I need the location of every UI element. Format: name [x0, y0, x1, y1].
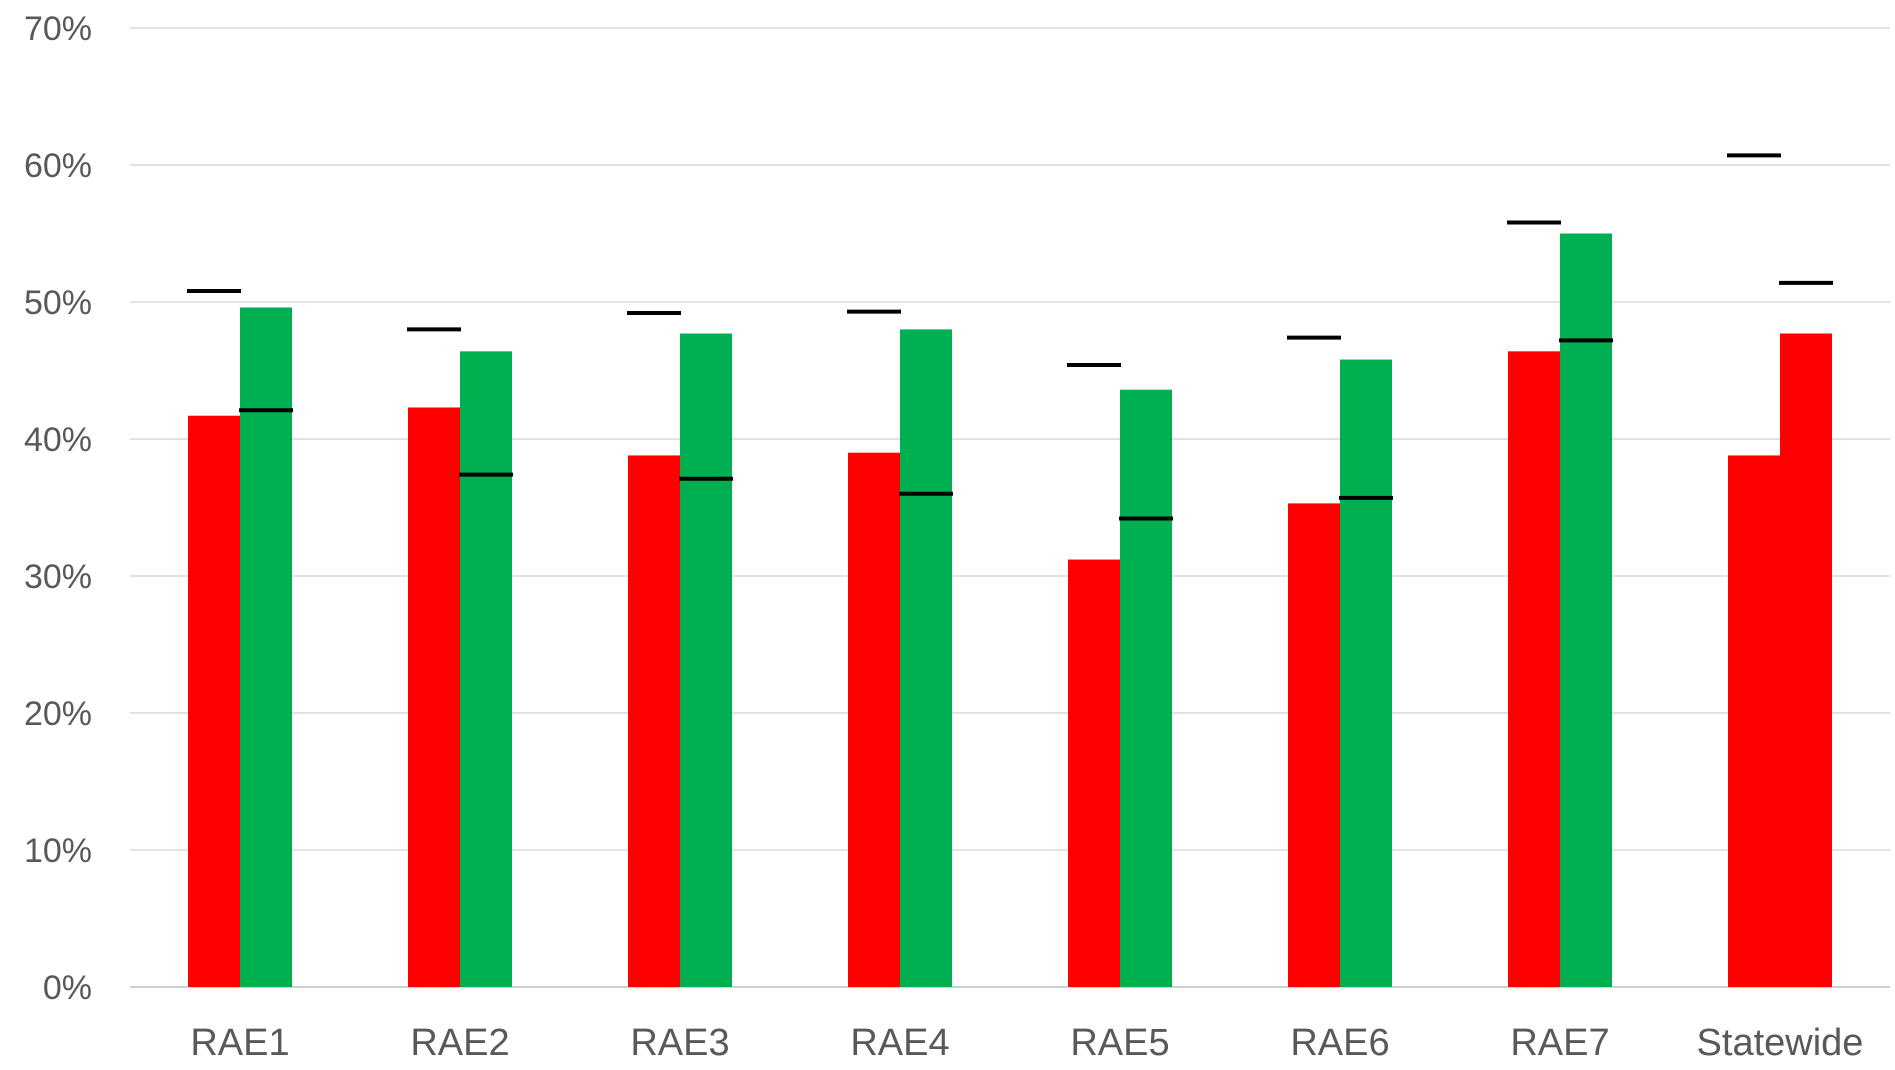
bar-series-2: [1560, 233, 1612, 987]
y-tick-label: 0%: [43, 969, 92, 1007]
bar-series-1: [628, 455, 680, 987]
x-category-label: RAE3: [630, 1022, 729, 1064]
y-tick-label: 20%: [24, 695, 92, 733]
bar-series-1: [1288, 503, 1340, 987]
bar-series-2: [680, 333, 732, 987]
bar-series-1: [1728, 455, 1780, 987]
x-category-label: RAE6: [1290, 1022, 1389, 1064]
y-tick-label: 50%: [24, 284, 92, 322]
bar-series-2: [240, 307, 292, 988]
x-category-label: RAE7: [1510, 1022, 1609, 1064]
x-category-label: Statewide: [1697, 1022, 1864, 1064]
bar-series: [188, 233, 1832, 988]
bar-series-2: [1120, 389, 1172, 987]
x-axis-category-labels: RAE1 RAE2 RAE3 RAE4 RAE5 RAE6 RAE7 Statewide: [190, 1022, 1863, 1064]
gridlines: [130, 27, 1890, 988]
y-axis-tick-labels: 0% 10% 20% 30% 40% 50% 60% 70%: [24, 10, 92, 1007]
bar-series-2: [460, 351, 512, 987]
bar-series-1: [408, 407, 460, 987]
bar-series-1: [1068, 559, 1120, 987]
marker-series: [187, 153, 1833, 521]
x-category-label: RAE1: [190, 1022, 289, 1064]
y-tick-label: 70%: [24, 10, 92, 48]
bar-series-1: [188, 415, 240, 988]
y-tick-label: 60%: [24, 147, 92, 185]
x-category-label: RAE5: [1070, 1022, 1169, 1064]
x-category-label: RAE4: [850, 1022, 949, 1064]
x-category-label: RAE2: [410, 1022, 509, 1064]
bar-series-2: [900, 329, 952, 987]
y-tick-label: 30%: [24, 558, 92, 596]
y-tick-label: 40%: [24, 421, 92, 459]
bar-series-2: [1780, 333, 1832, 987]
y-tick-label: 10%: [24, 832, 92, 870]
bar-series-1: [848, 452, 900, 987]
bar-series-2: [1340, 359, 1392, 987]
bar-series-1: [1508, 351, 1560, 987]
